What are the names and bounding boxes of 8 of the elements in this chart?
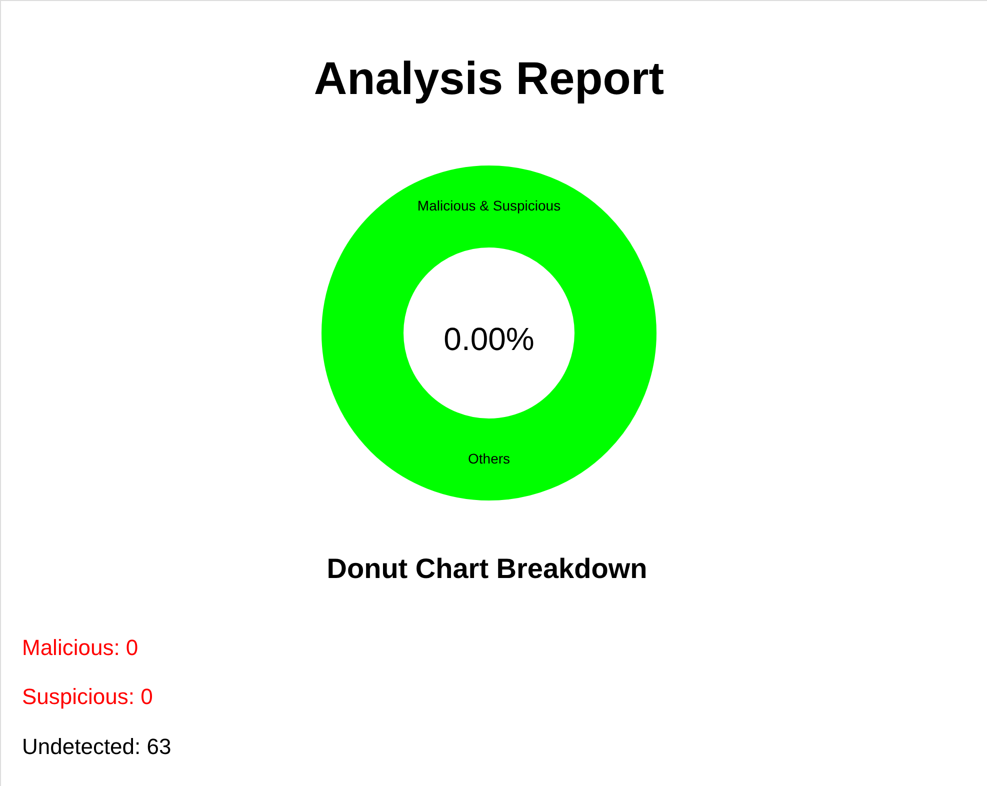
category-label: Malicious & Suspicious: [417, 198, 561, 214]
text: 0.00%: [444, 321, 534, 357]
text: Malicious: 0: [22, 635, 138, 660]
text: Undetected: 63: [22, 734, 172, 759]
text: Donut Chart Breakdown: [326, 553, 648, 584]
text: Suspicious: 0: [22, 684, 153, 709]
chart-title: Analysis Report: [314, 52, 664, 104]
slice-label: Others: [468, 450, 510, 466]
